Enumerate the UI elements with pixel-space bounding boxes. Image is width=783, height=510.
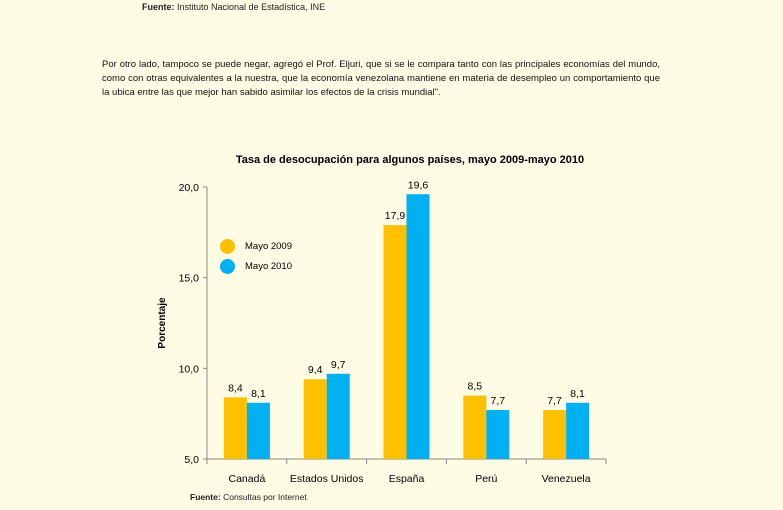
bar-value-label: 8,1 [251,388,266,400]
bottom-source-label: Fuente: [190,492,221,502]
legend-swatch-mayo-2009 [220,238,235,254]
legend-label-mayo-2010: Mayo 2010 [245,260,293,272]
bar-mayo-2009 [223,397,247,459]
x-category-label: Canadá [229,473,266,485]
top-source-label: Fuente: [142,2,175,12]
top-source-text: Instituto Nacional de Estadística, INE [177,2,326,12]
chart-legend: Mayo 2009 Mayo 2010 [220,236,292,276]
legend-swatch-mayo-2010 [220,258,235,274]
bar-value-label: 9,7 [331,359,346,371]
bar-mayo-2010 [406,194,430,459]
bar-value-label: 9,4 [308,364,323,376]
y-tick-label: 20,0 [179,182,200,194]
bar-value-label: 19,6 [408,179,429,191]
bar-mayo-2010 [486,410,510,459]
y-tick-label: 15,0 [179,273,200,285]
chart-title: Tasa de desocupación para algunos países… [235,154,585,166]
bar-mayo-2009 [543,410,567,459]
bar-value-label: 7,7 [490,395,505,407]
legend-item-mayo-2009: Mayo 2009 [220,236,292,256]
legend-label-mayo-2009: Mayo 2009 [245,240,293,252]
bar-mayo-2010 [246,402,270,459]
bar-value-label: 8,5 [467,381,482,393]
bar-mayo-2009 [303,379,327,459]
y-tick-label: 10,0 [179,363,200,375]
bar-mayo-2009 [383,225,407,459]
bar-mayo-2010 [326,373,350,459]
y-axis-label: Porcentaje [157,297,168,349]
body-paragraph: Por otro lado, tampoco se puede negar, a… [102,59,660,98]
bar-value-label: 8,1 [570,388,585,400]
x-category-label: España [389,473,425,485]
bar-mayo-2010 [566,402,590,459]
bar-value-label: 8,4 [228,382,243,394]
x-category-label: Estados Unidos [290,473,364,485]
bar-value-label: 17,9 [385,210,406,222]
bar-mayo-2009 [463,395,487,459]
legend-item-mayo-2010: Mayo 2010 [220,256,292,276]
top-source-note: Fuente: Instituto Nacional de Estadístic… [142,2,325,12]
x-category-label: Perú [475,473,497,485]
x-category-label: Venezuela [542,473,591,485]
bar-value-label: 7,7 [547,395,562,407]
y-tick-label: 5,0 [184,454,199,466]
bottom-source-note: Fuente: Consultas por Internet [190,492,307,502]
bottom-source-text: Consultas por Internet [223,492,307,502]
